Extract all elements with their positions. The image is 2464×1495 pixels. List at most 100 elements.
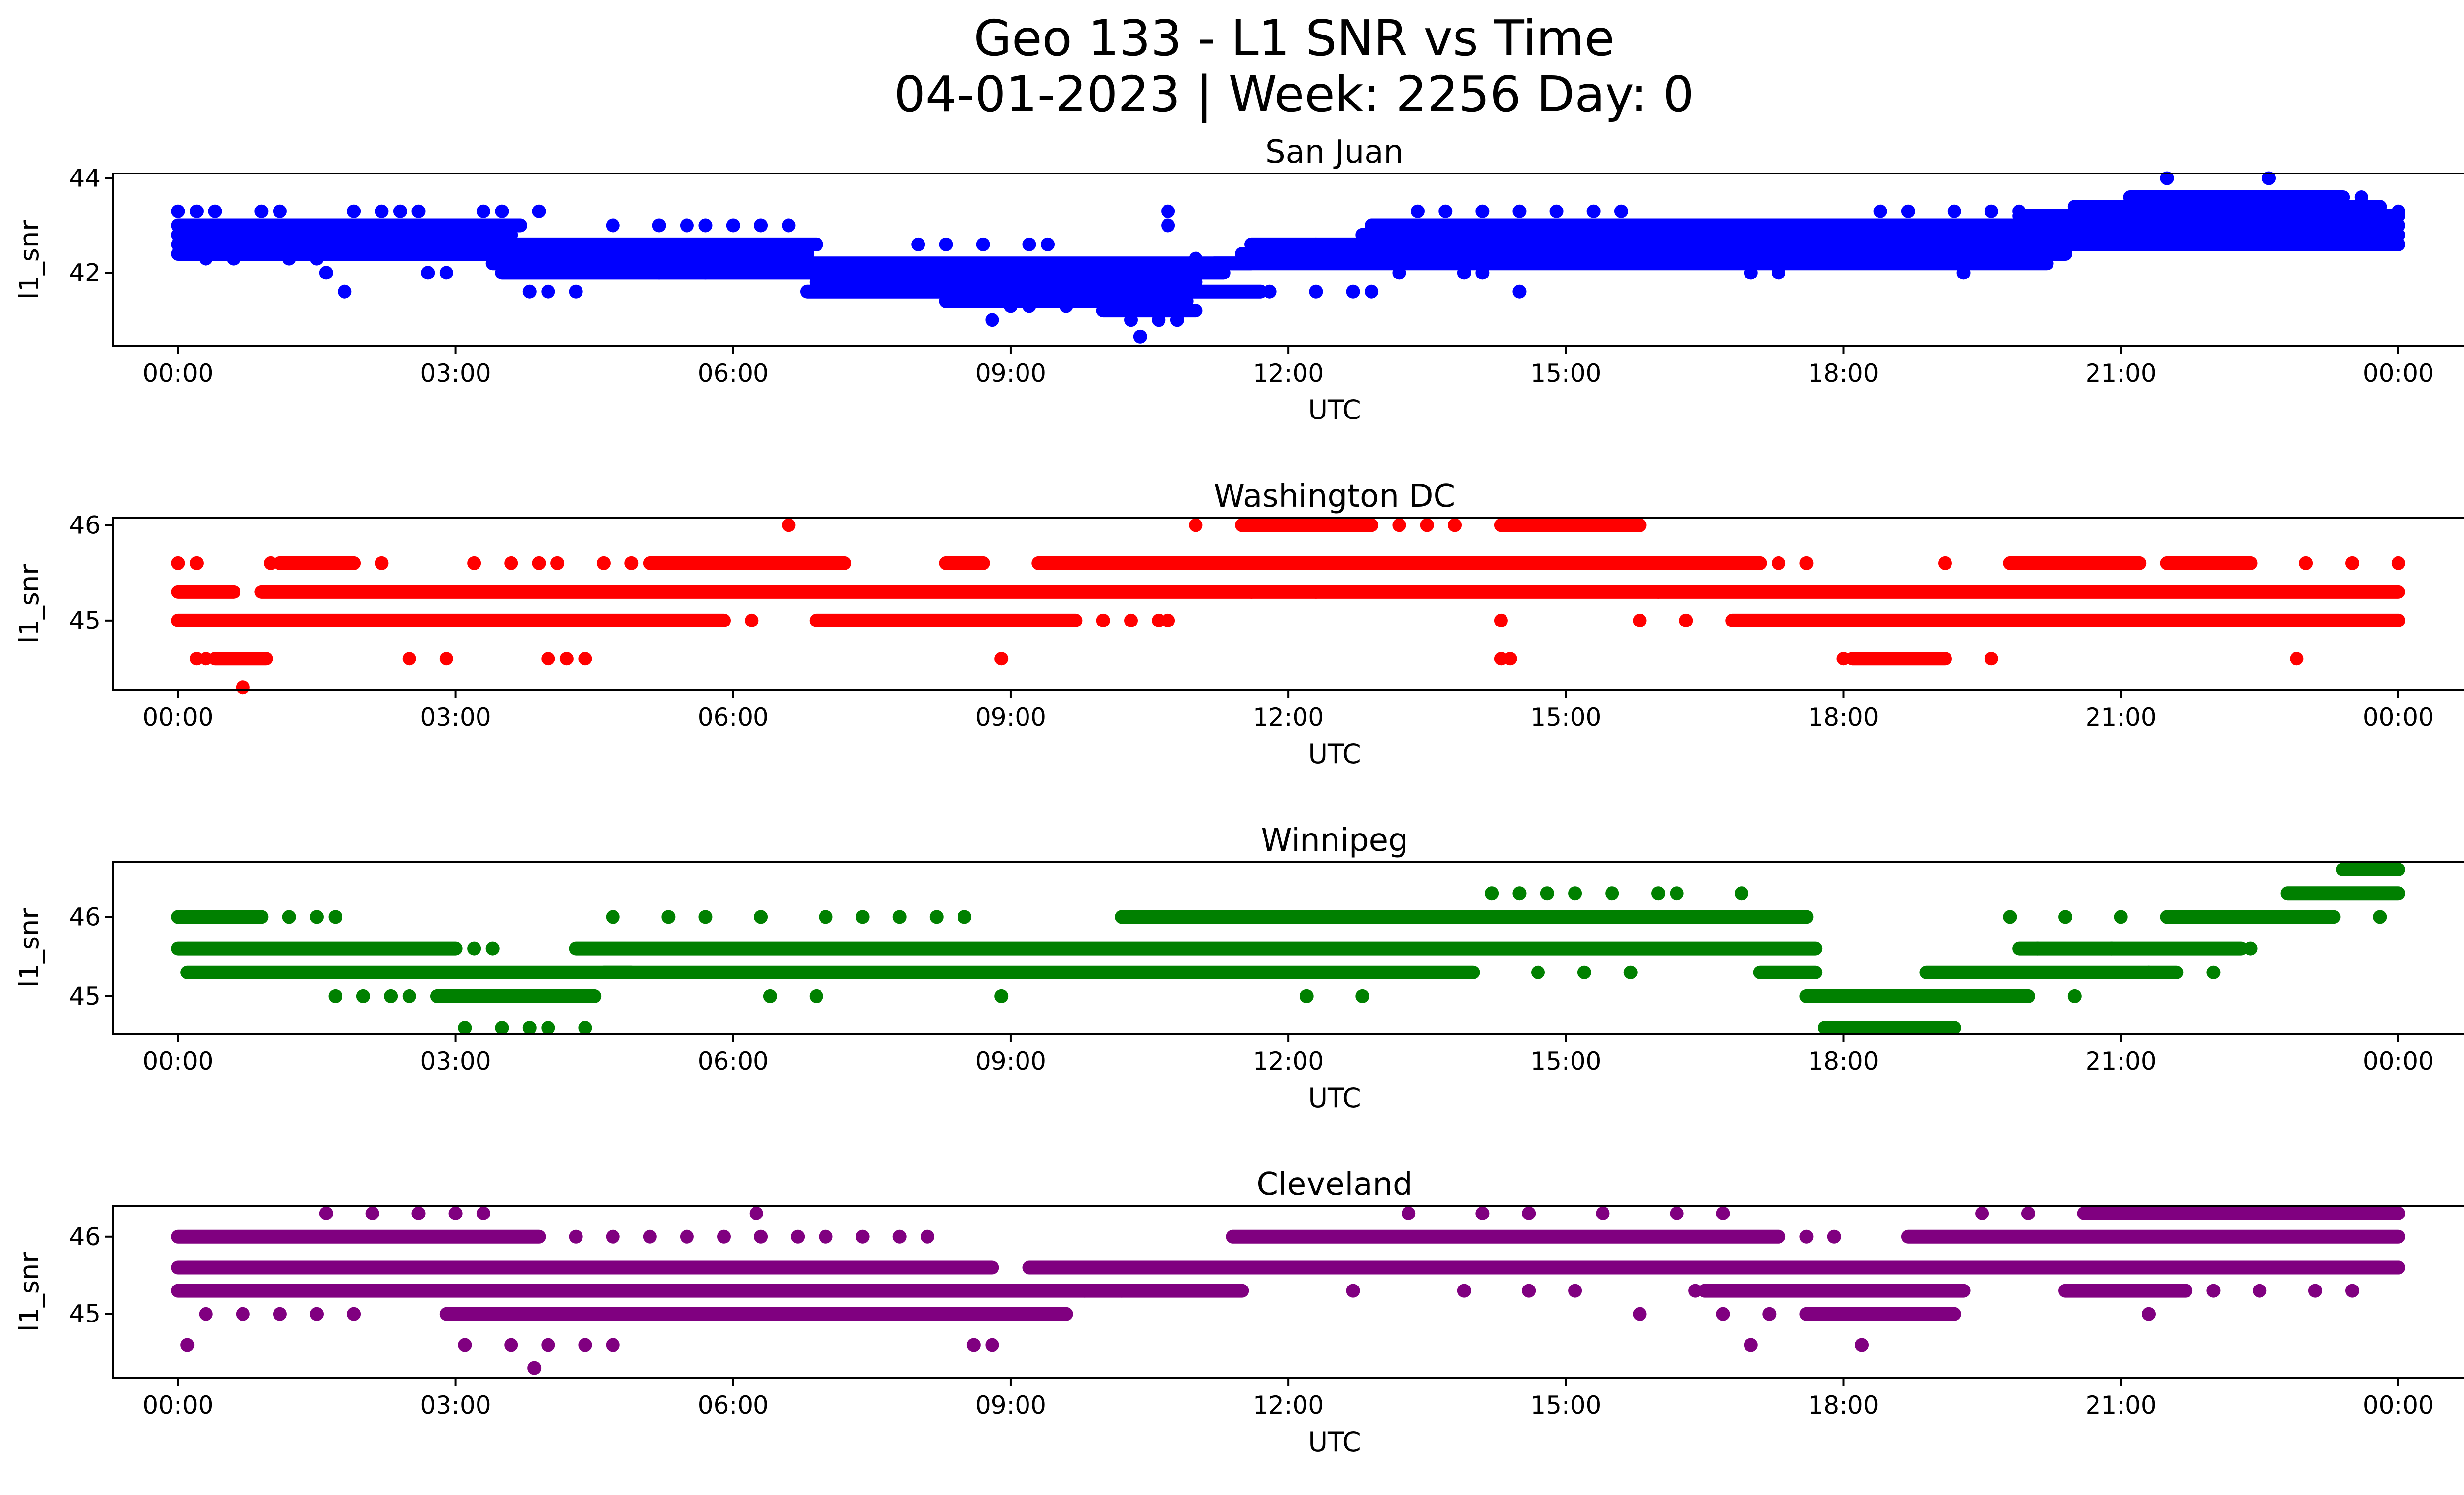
data-point <box>2391 1260 2405 1275</box>
data-point <box>2104 941 2119 956</box>
data-point <box>1623 965 1638 979</box>
x-tick-label: 00:00 <box>142 1391 213 1420</box>
data-point <box>994 652 1009 666</box>
y-axis-label: l1_snr <box>14 1252 45 1332</box>
data-point <box>522 284 537 299</box>
data-point <box>254 204 269 218</box>
data-point <box>171 204 185 218</box>
data-point <box>310 910 324 924</box>
x-tick-label: 06:00 <box>698 703 769 731</box>
data-point <box>1512 886 1527 901</box>
data-point <box>1189 251 1203 266</box>
data-point <box>2290 652 2304 666</box>
data-point <box>495 204 509 218</box>
data-point <box>1402 1206 1416 1220</box>
data-point <box>402 652 416 666</box>
data-point <box>2058 910 2073 924</box>
data-point <box>208 204 222 218</box>
data-point <box>578 652 592 666</box>
x-tick-label: 09:00 <box>975 1047 1046 1076</box>
data-point <box>698 910 713 924</box>
data-point <box>606 910 620 924</box>
data-point <box>809 989 823 1003</box>
data-point <box>1263 284 1277 299</box>
data-point <box>1984 204 1998 218</box>
data-point <box>1059 299 1073 313</box>
data-point <box>1512 204 1527 218</box>
data-point <box>892 910 907 924</box>
data-point <box>2114 910 2128 924</box>
data-point <box>1984 652 1998 666</box>
data-point <box>1300 989 1314 1003</box>
data-point <box>439 652 453 666</box>
data-point <box>402 989 416 1003</box>
data-point <box>1336 910 1351 924</box>
data-point <box>1365 284 1379 299</box>
data-point <box>319 266 333 280</box>
data-point <box>1947 204 1961 218</box>
x-axis-label: UTC <box>1308 394 1361 425</box>
x-tick-label: 15:00 <box>1530 359 1601 387</box>
data-point <box>467 941 481 956</box>
data-point <box>532 204 546 218</box>
series-points <box>171 171 2405 344</box>
data-point <box>1003 299 1018 313</box>
data-point <box>1115 1284 1129 1298</box>
data-point <box>921 1229 934 1244</box>
data-point <box>2373 910 2387 924</box>
data-point <box>782 518 796 532</box>
data-point <box>2021 1206 2035 1220</box>
data-point <box>1346 1284 1360 1298</box>
data-point <box>606 218 620 233</box>
data-point <box>1161 218 1175 233</box>
data-point <box>310 1307 324 1321</box>
data-point <box>791 1229 805 1244</box>
data-point <box>2391 237 2405 251</box>
data-point <box>1540 886 1554 901</box>
data-point <box>1688 1284 1703 1298</box>
y-tick-label: 46 <box>69 511 101 539</box>
data-point <box>2391 613 2405 627</box>
data-point <box>1568 1284 1582 1298</box>
data-point <box>1799 1229 1814 1244</box>
axes-frame <box>112 861 2464 1035</box>
data-point <box>2299 190 2313 204</box>
data-point <box>1124 313 1138 327</box>
x-tick-label: 00:00 <box>142 703 213 731</box>
x-tick-label: 06:00 <box>698 1391 769 1420</box>
data-point <box>596 556 611 570</box>
data-point <box>1975 1206 1989 1220</box>
data-point <box>2012 204 2026 218</box>
x-axis-label: UTC <box>1308 1082 1361 1113</box>
y-tick-label: 42 <box>69 258 101 287</box>
data-point <box>384 989 398 1003</box>
x-tick-label: 06:00 <box>698 1047 769 1076</box>
data-point <box>273 1307 287 1321</box>
data-point <box>1633 613 1647 627</box>
data-point <box>2253 1284 2267 1298</box>
data-point <box>1614 204 1628 218</box>
data-point <box>2224 237 2239 251</box>
x-tick-label: 09:00 <box>975 703 1046 731</box>
data-point <box>892 1229 907 1244</box>
data-point <box>2391 556 2405 570</box>
data-point <box>2317 237 2331 251</box>
data-point <box>1438 204 1453 218</box>
data-point <box>1799 556 1814 570</box>
data-point <box>1022 299 1036 313</box>
data-point <box>2206 1284 2221 1298</box>
data-point <box>1355 989 1369 1003</box>
data-point <box>236 680 250 695</box>
data-point <box>2308 1284 2322 1298</box>
data-point <box>1651 585 1666 599</box>
data-point <box>273 204 287 218</box>
subplot-san-juan: San Juan 00:00 03:00 06:00 09:00 12:00 15:00 18… <box>14 134 2464 425</box>
data-point <box>2299 556 2313 570</box>
y-tick-label: 45 <box>69 1300 101 1328</box>
data-point <box>2345 1284 2359 1298</box>
data-point <box>749 1206 763 1220</box>
figure-title-line2: 04-01-2023 | Week: 2256 Day: 0 <box>894 66 1694 123</box>
data-point <box>1549 204 1564 218</box>
data-point <box>476 204 490 218</box>
data-point <box>2030 237 2045 251</box>
